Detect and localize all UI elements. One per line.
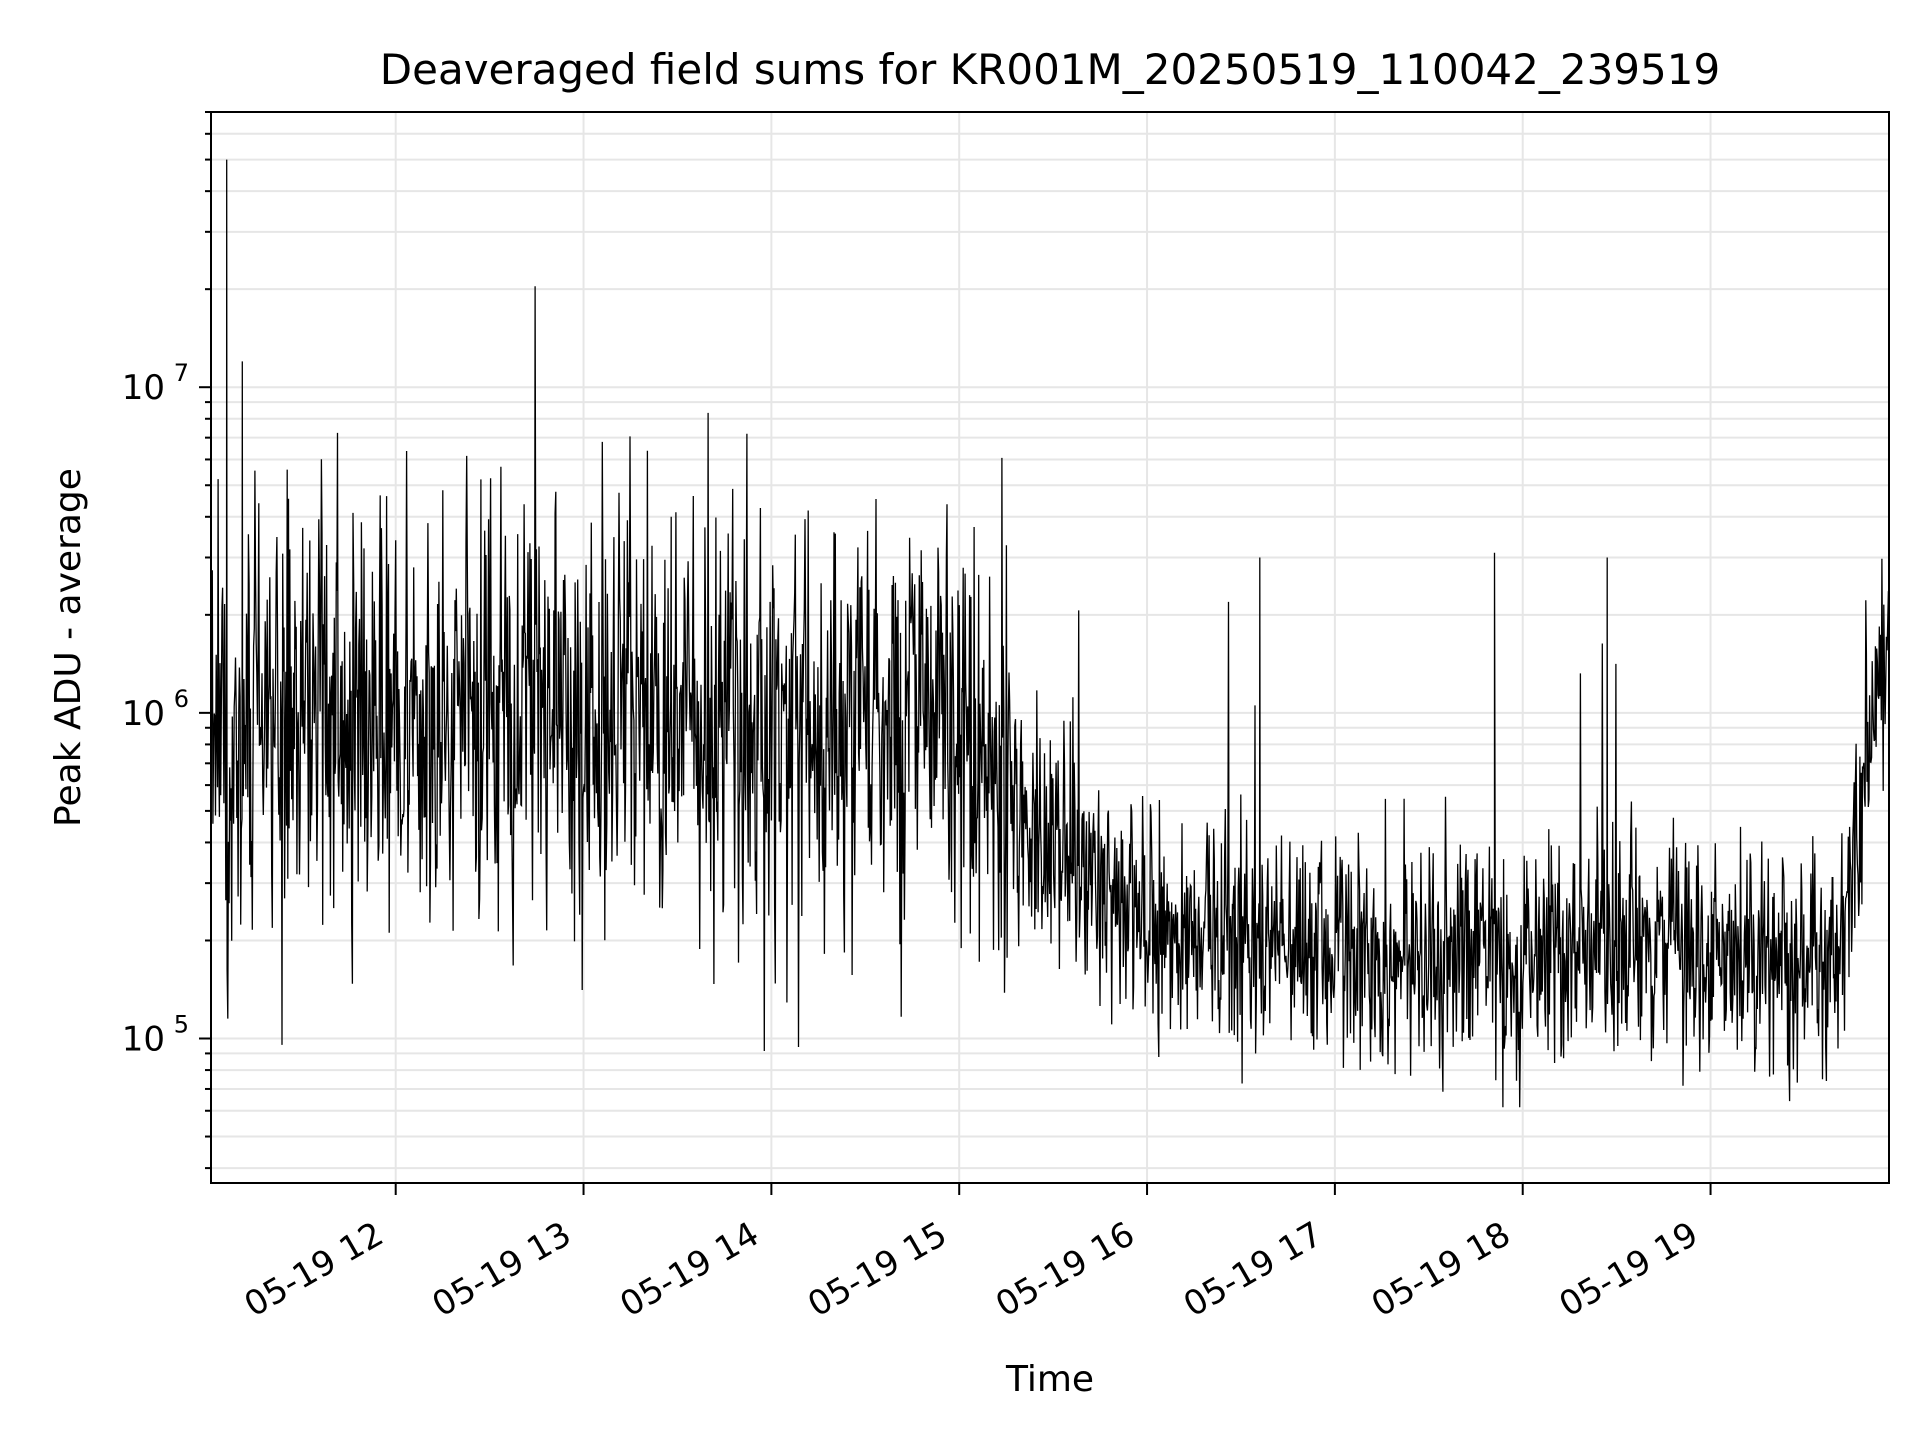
y-tick-label-exponent: 5: [174, 1011, 189, 1039]
plot-frame: [210, 111, 1890, 1184]
y-tick-label: 10: [122, 1020, 165, 1060]
y-tick-label: 10: [122, 368, 165, 408]
y-tick-label: 10: [122, 694, 165, 734]
series-line: [210, 159, 1890, 1108]
y-tick-label-exponent: 7: [174, 359, 189, 387]
y-tick-label-exponent: 6: [174, 685, 189, 713]
x-axis-label: Time: [1005, 1359, 1094, 1400]
y-axis-label: Peak ADU - average: [48, 468, 89, 827]
chart-title: Deaveraged field sums for KR001M_2025051…: [380, 45, 1720, 94]
data-layer: [210, 159, 1890, 1108]
